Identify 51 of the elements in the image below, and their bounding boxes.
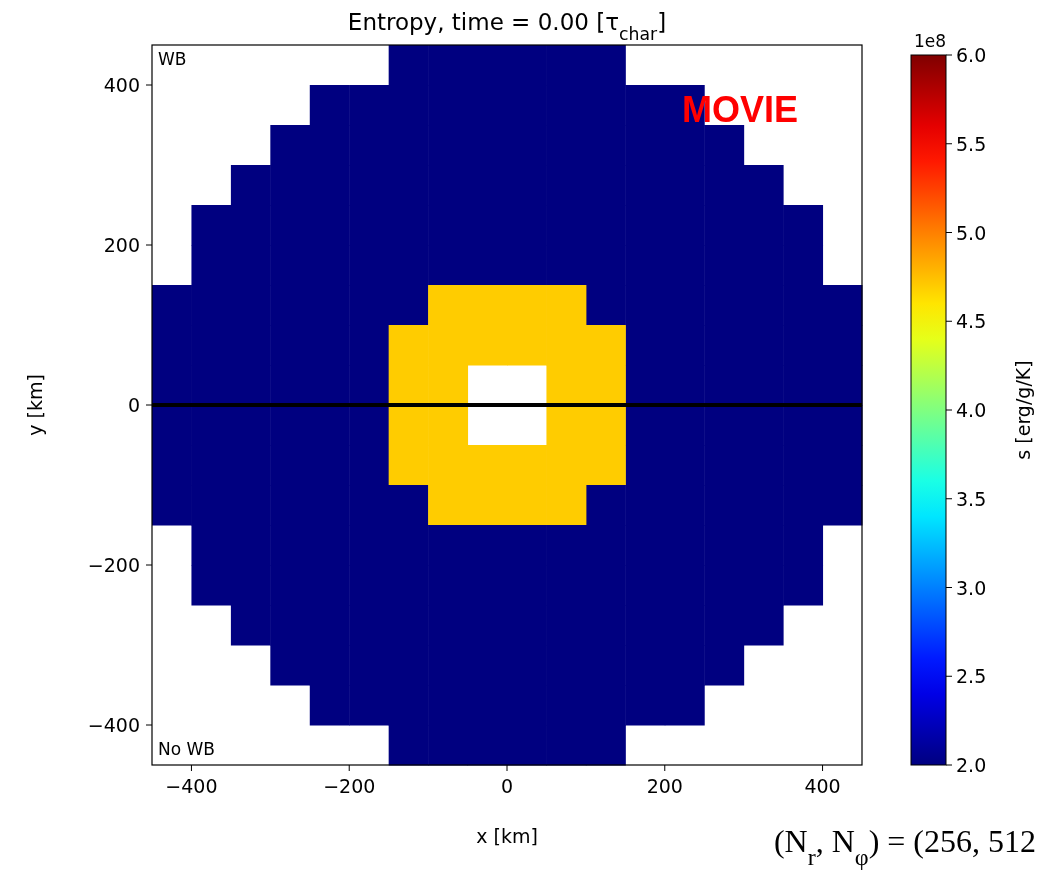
text: 1e8: [913, 31, 946, 51]
point: [388, 405, 429, 446]
point: [704, 125, 745, 166]
point: [428, 365, 469, 406]
x-tick-label: 400: [804, 775, 841, 797]
point: [783, 205, 824, 246]
point: [546, 485, 587, 526]
color-bar-label: 2.0: [956, 754, 987, 776]
color-bar-label: 5.5: [956, 132, 987, 155]
point: [152, 285, 192, 326]
x-tick-label: −400: [165, 775, 218, 797]
point: [230, 605, 271, 646]
point: [704, 645, 745, 686]
color-bar-label: 5.0: [956, 221, 987, 244]
point: [388, 725, 429, 766]
annotation: WB: [158, 49, 187, 69]
point: [783, 565, 824, 606]
point: [349, 405, 390, 446]
x-tick-label: 0: [500, 775, 514, 797]
x-tick-label: −200: [323, 775, 376, 797]
point: [388, 325, 429, 366]
color-bar-label: 6.0: [956, 44, 987, 66]
color-bar-label: 3.0: [956, 576, 987, 599]
text: (N$_{r}$, N$_{φ}$) = (256, 512: [773, 823, 1036, 870]
y-tick-label: −200: [87, 554, 140, 576]
point: [428, 405, 469, 446]
y-axis-title: y [km]: [24, 374, 46, 436]
y-tick-label: 200: [103, 234, 140, 256]
x-tick-label: 200: [646, 775, 683, 797]
point: [585, 485, 626, 526]
annotation: No WB: [158, 739, 215, 759]
point: [309, 85, 350, 126]
chart-title: Entropy, time = 0.00 [τ$_{char}$]: [347, 9, 667, 44]
x-axis-title: x [km]: [476, 825, 538, 847]
point: [230, 165, 271, 206]
point: [546, 285, 587, 326]
color-bar-label: 4.5: [956, 310, 987, 333]
point: [152, 485, 192, 526]
point: [388, 45, 429, 86]
y-tick-label: 400: [103, 74, 140, 96]
point: [388, 365, 429, 406]
color-bar-label: 4.0: [956, 399, 987, 421]
y-tick-label: −400: [87, 714, 140, 736]
color-bar-label: 2.5: [956, 665, 987, 688]
point: [349, 365, 390, 406]
color-bar-title: s [erg/g/K]: [1012, 360, 1034, 460]
color-bar-label: 3.5: [956, 487, 987, 510]
y-tick-label: 0: [127, 394, 140, 416]
point: [309, 685, 350, 726]
point: [388, 445, 429, 486]
point: [585, 285, 626, 326]
